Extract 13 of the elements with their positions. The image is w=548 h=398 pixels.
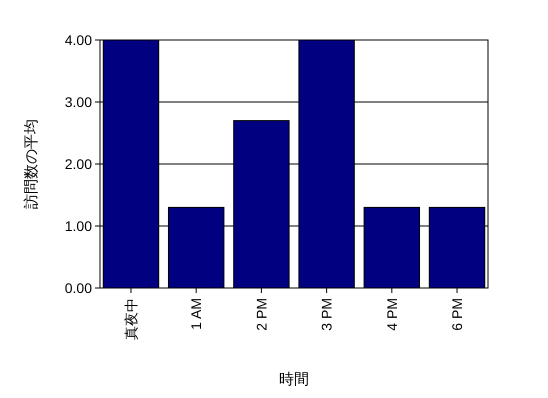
y-axis-title: 訪問数の平均 (23, 119, 40, 209)
y-tick-label: 2.00 (64, 156, 92, 172)
x-tick-label: 6 PM (449, 298, 466, 331)
x-tick-label: 1 AM (188, 298, 204, 330)
x-tick-label: 2 PM (253, 298, 270, 331)
y-tick-label: 1.00 (64, 218, 92, 234)
x-axis-title: 時間 (279, 371, 309, 388)
y-tick-label: 3.00 (64, 94, 92, 110)
x-tick-label: 真夜中 (122, 298, 139, 340)
x-tick-label: 3 PM (318, 298, 335, 331)
x-tick-label: 4 PM (384, 298, 400, 331)
y-tick-label: 4.00 (64, 32, 92, 48)
y-tick-label: 0.00 (64, 280, 92, 296)
